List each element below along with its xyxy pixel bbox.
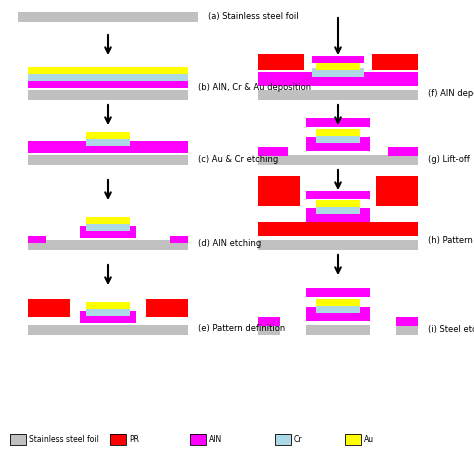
Bar	[306, 307, 370, 321]
Bar	[86, 132, 130, 139]
Bar	[258, 90, 418, 100]
Bar	[258, 176, 300, 206]
Bar	[10, 434, 26, 445]
Bar	[28, 236, 46, 243]
Bar	[80, 311, 136, 323]
Bar	[316, 200, 360, 207]
Bar	[258, 240, 418, 250]
Bar	[258, 54, 304, 70]
Bar	[258, 155, 418, 165]
Bar	[306, 191, 370, 199]
Bar	[306, 137, 370, 151]
Bar	[306, 208, 370, 222]
Text: (a) Stainless steel foil: (a) Stainless steel foil	[208, 12, 299, 22]
Bar	[28, 299, 70, 317]
Bar	[86, 309, 130, 316]
Bar	[170, 236, 188, 243]
Bar	[258, 72, 418, 86]
Bar	[316, 129, 360, 136]
Bar	[345, 434, 361, 445]
Bar	[316, 135, 360, 143]
Bar	[28, 155, 188, 165]
Bar	[316, 63, 360, 70]
Text: (i) Steel etching: (i) Steel etching	[428, 325, 474, 335]
Bar	[86, 139, 130, 146]
Bar	[312, 68, 364, 77]
Text: (h) Pattern Definition: (h) Pattern Definition	[428, 236, 474, 244]
Text: AlN: AlN	[209, 435, 222, 444]
Bar	[306, 288, 370, 297]
Bar	[316, 206, 360, 214]
Text: (f) AlN deposition: (f) AlN deposition	[428, 89, 474, 97]
Bar	[86, 217, 130, 224]
Bar	[388, 147, 418, 156]
Text: (g) Lift-off: (g) Lift-off	[428, 155, 470, 165]
Bar	[86, 224, 130, 231]
Bar	[28, 67, 188, 74]
Bar	[372, 54, 418, 70]
Bar	[110, 434, 126, 445]
Bar	[28, 74, 188, 81]
Text: Cr: Cr	[294, 435, 302, 444]
Bar	[110, 434, 126, 445]
Text: (d) AlN etching: (d) AlN etching	[198, 240, 261, 248]
Bar	[376, 176, 418, 206]
Bar	[316, 299, 360, 306]
Bar	[316, 305, 360, 313]
Bar	[258, 325, 280, 335]
Bar	[345, 434, 361, 445]
Bar	[258, 317, 280, 326]
Text: PR: PR	[129, 435, 139, 444]
Text: (b) AlN, Cr & Au deposition: (b) AlN, Cr & Au deposition	[198, 83, 311, 91]
Text: (c) Au & Cr etching: (c) Au & Cr etching	[198, 154, 278, 164]
Bar	[28, 325, 188, 335]
Bar	[190, 434, 206, 445]
Bar	[306, 118, 370, 127]
Text: (e) Pattern definition: (e) Pattern definition	[198, 325, 285, 333]
Bar	[258, 222, 418, 236]
Bar	[190, 434, 206, 445]
Bar	[86, 302, 130, 309]
Bar	[18, 12, 198, 22]
Text: Stainless steel foil: Stainless steel foil	[29, 435, 99, 444]
Bar	[275, 434, 291, 445]
Bar	[146, 299, 188, 317]
Bar	[28, 76, 188, 88]
Bar	[28, 240, 188, 250]
Bar	[28, 90, 188, 100]
Bar	[396, 325, 418, 335]
Bar	[306, 325, 370, 335]
Bar	[312, 56, 364, 63]
Bar	[258, 147, 288, 156]
Bar	[396, 317, 418, 326]
Bar	[275, 434, 291, 445]
Bar	[28, 141, 188, 153]
Text: Au: Au	[364, 435, 374, 444]
Bar	[80, 226, 136, 238]
Bar	[10, 434, 26, 445]
